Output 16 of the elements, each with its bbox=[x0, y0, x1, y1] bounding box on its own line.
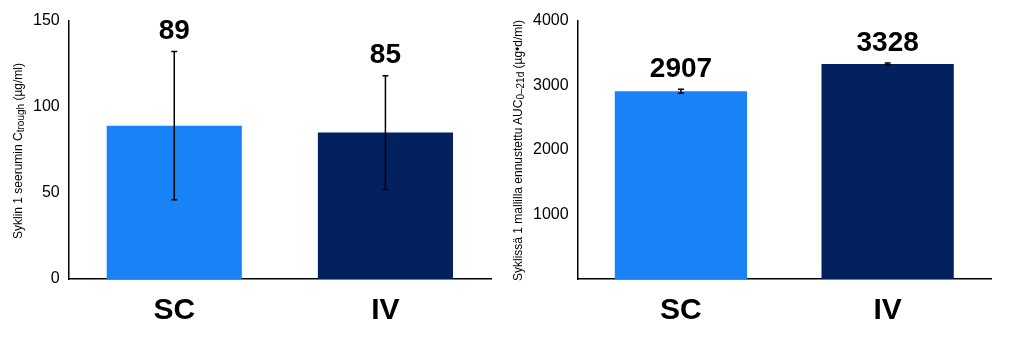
data-label: 2907 bbox=[649, 51, 713, 83]
data-label: 3328 bbox=[856, 25, 919, 57]
y-tick-label: 150 bbox=[32, 11, 60, 29]
data-label: 85 bbox=[369, 38, 401, 70]
y-tick-label: 0 bbox=[50, 269, 60, 287]
x-tick-label: SC bbox=[660, 292, 702, 326]
x-tick-label: IV bbox=[873, 292, 902, 326]
x-tick-label: IV bbox=[371, 292, 400, 326]
data-label: 89 bbox=[158, 14, 190, 46]
y-tick-label: 50 bbox=[41, 183, 60, 201]
y-tick-label: 3000 bbox=[533, 75, 569, 93]
y-tick-label: 2000 bbox=[533, 140, 569, 158]
y-tick-label: 4000 bbox=[533, 11, 569, 29]
y-tick-label: 100 bbox=[32, 97, 60, 115]
x-tick-label: SC bbox=[153, 292, 196, 326]
y-tick-label: 1000 bbox=[533, 204, 569, 222]
